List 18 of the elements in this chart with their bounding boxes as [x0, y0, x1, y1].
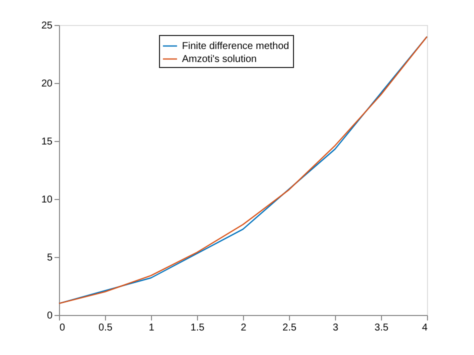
- x-tick-label: 2.5: [282, 322, 297, 334]
- x-tick-label: 3.5: [374, 322, 389, 334]
- y-tick-label: 25: [41, 20, 53, 32]
- x-tick-label: 1: [148, 322, 155, 334]
- x-tick-label: 4: [422, 322, 428, 334]
- y-tick-label: 15: [41, 136, 53, 148]
- x-tick-label: 1.5: [190, 322, 205, 334]
- legend-label: Amzoti's solution: [182, 54, 257, 65]
- line-series: [58, 36, 428, 304]
- y-tick-label: 5: [46, 252, 53, 264]
- y-tick-label: 20: [41, 78, 53, 90]
- x-tick-label: 0.5: [98, 322, 113, 334]
- legend-label: Finite difference method: [182, 41, 290, 52]
- x-tick-label: 3: [332, 322, 339, 334]
- x-tick-label: 0: [60, 322, 66, 334]
- y-tick-label: 10: [41, 194, 53, 206]
- x-tick-label: 2: [240, 322, 247, 334]
- y-tick-label: 0: [46, 310, 53, 322]
